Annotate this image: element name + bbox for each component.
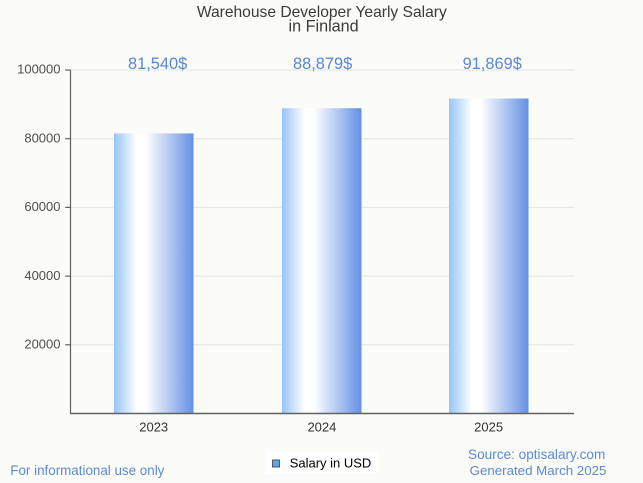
svg-text:81,540$: 81,540$ [128, 55, 187, 73]
svg-text:88,879$: 88,879$ [293, 55, 352, 73]
svg-text:80000: 80000 [24, 130, 60, 145]
svg-text:2023: 2023 [139, 420, 168, 435]
svg-text:Source: optisalary.com: Source: optisalary.com [468, 447, 605, 462]
svg-text:For informational use only: For informational use only [10, 463, 164, 478]
svg-text:60000: 60000 [24, 199, 60, 214]
svg-text:Salary in USD: Salary in USD [290, 456, 372, 471]
svg-text:91,869$: 91,869$ [463, 55, 522, 73]
svg-text:Warehouse Developer Yearly Sal: Warehouse Developer Yearly Salary [197, 4, 447, 21]
svg-text:2024: 2024 [307, 420, 336, 435]
svg-text:20000: 20000 [24, 337, 60, 352]
svg-text:in Finland: in Finland [288, 18, 358, 36]
svg-text:40000: 40000 [24, 268, 60, 283]
svg-text:Generated March 2025: Generated March 2025 [470, 463, 607, 478]
svg-text:2025: 2025 [474, 420, 503, 435]
svg-text:100000: 100000 [17, 62, 60, 77]
